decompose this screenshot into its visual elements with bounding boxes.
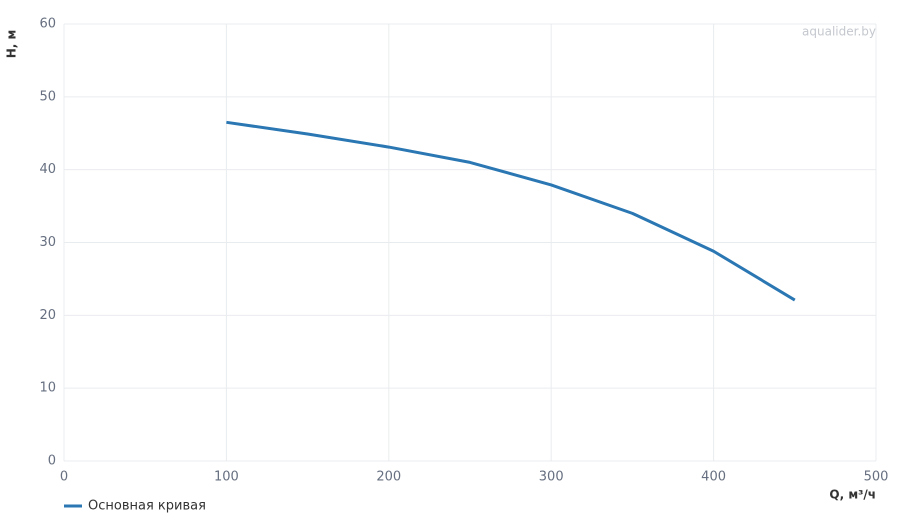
y-axis-label: H, м [5,30,19,59]
y-tick-label: 50 [39,89,56,104]
y-tick-label: 0 [48,454,56,469]
watermark: aqualider.by [802,25,876,39]
y-tick-label: 40 [39,162,56,177]
y-tick-label: 20 [39,308,56,323]
y-tick-label: 30 [39,235,56,250]
x-tick-label: 400 [701,470,726,485]
x-tick-label: 500 [864,470,889,485]
data-line [226,120,796,302]
legend-label: Основная кривая [88,499,206,514]
x-axis-label: Q, м³/ч [829,488,876,502]
x-tick-label: 200 [376,470,401,485]
x-tick-label: 300 [539,470,564,485]
x-tick-label: 0 [60,470,68,485]
x-tick-label: 100 [214,470,239,485]
y-tick-label: 10 [39,381,56,396]
y-tick-label: 60 [39,17,56,32]
